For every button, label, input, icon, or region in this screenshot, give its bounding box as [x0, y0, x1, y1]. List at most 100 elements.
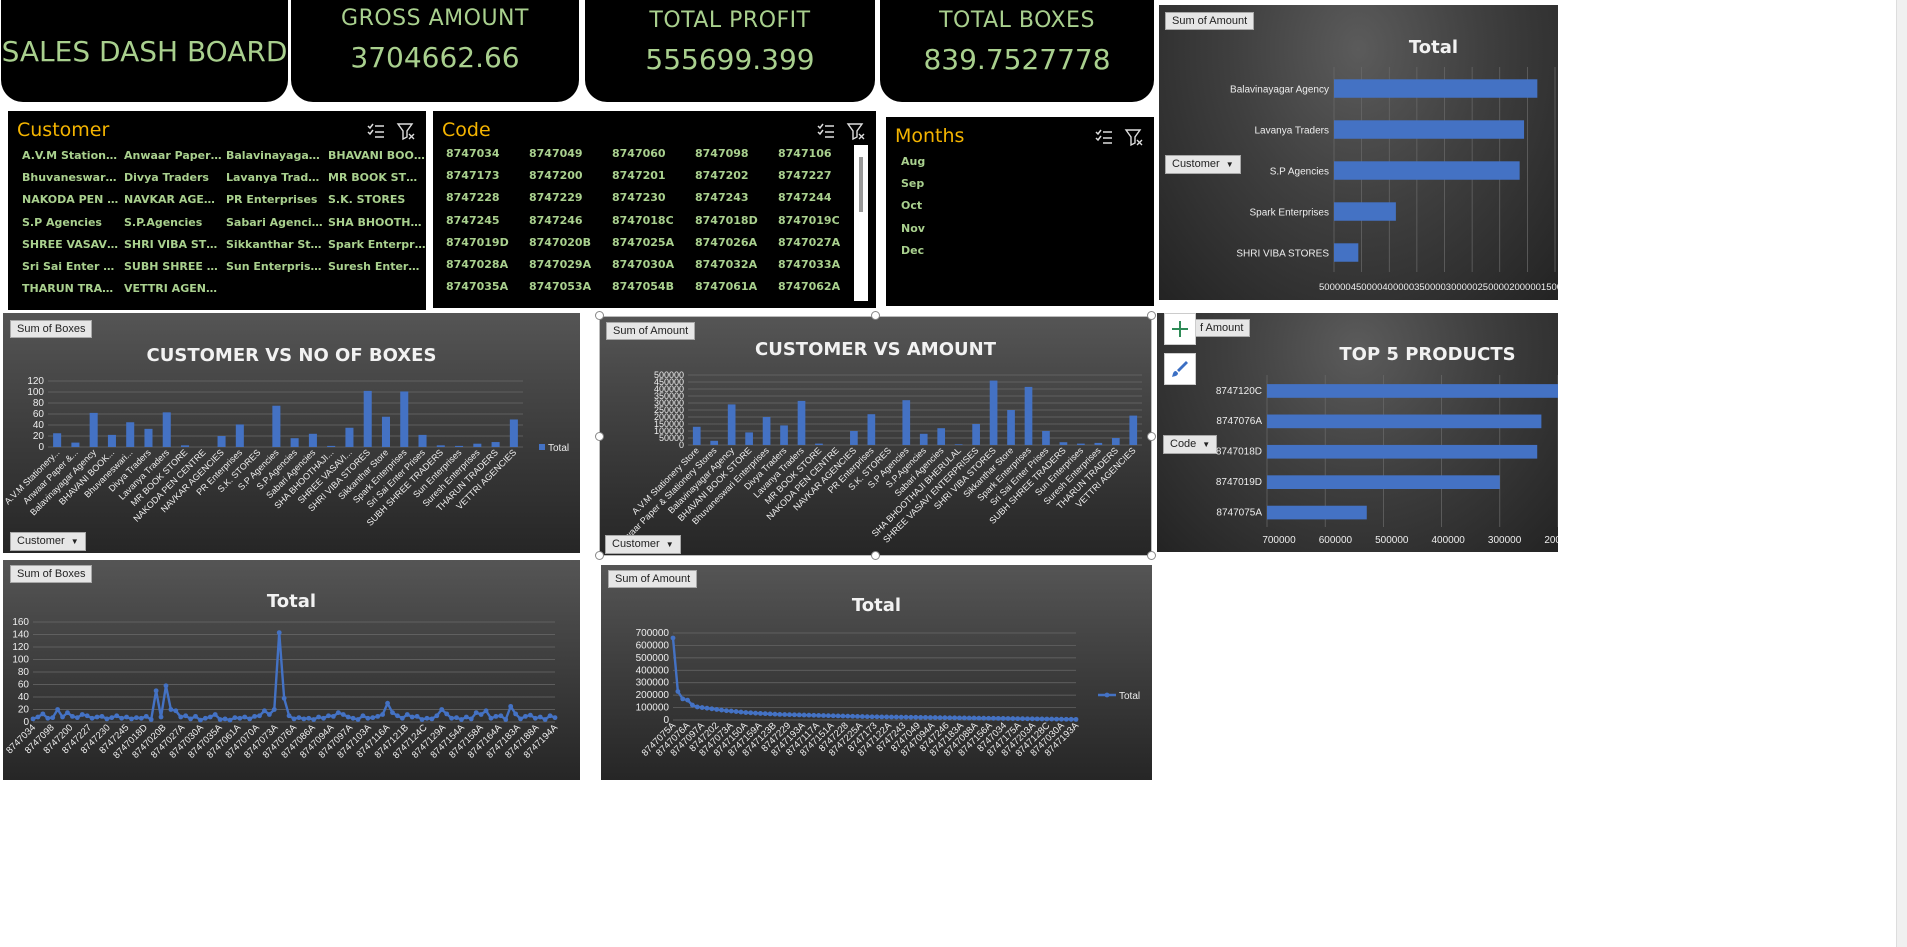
slicer-item[interactable]: Nov — [901, 221, 925, 235]
slicer-item[interactable]: 8747030A — [612, 258, 675, 271]
slicer-item[interactable]: NAKODA PEN CE... — [22, 193, 120, 207]
slicer-item[interactable]: 8747173 — [446, 169, 500, 183]
slicer-item[interactable]: Oct — [901, 199, 923, 213]
chart-boxes-by-code[interactable]: Sum of Boxes Total 0 20 40 60 80 100 120 140 160… — [3, 560, 580, 780]
slicer-item[interactable]: Dec — [901, 243, 925, 257]
slicer-item[interactable]: A.V.M Stationer... — [22, 149, 120, 162]
slicer-item[interactable]: 8747062A — [778, 280, 841, 294]
slicer-item[interactable]: S.K. STORES — [328, 193, 406, 207]
slicer-item[interactable]: 8747018C — [612, 213, 674, 227]
resize-handle[interactable] — [1147, 551, 1156, 560]
slicer-item[interactable]: 8747020B — [529, 235, 591, 249]
slicer-item[interactable]: Bhuvaneswari En... — [22, 171, 120, 185]
slicer-item[interactable]: 8747228 — [446, 191, 500, 205]
slicer-item[interactable]: 8747230 — [612, 191, 666, 205]
resize-handle[interactable] — [595, 432, 604, 441]
slicer-item[interactable]: 8747061A — [695, 280, 758, 294]
slicer-item[interactable]: SHREE VASAVI E... — [22, 237, 120, 251]
multi-select-icon[interactable] — [366, 121, 386, 146]
slicer-item[interactable]: Sri Sai Enter Pris... — [22, 260, 120, 273]
chart-top-customers[interactable]: Sum of Amount Total Customer ▼ Balavinaya… — [1159, 5, 1558, 300]
resize-handle[interactable] — [871, 551, 880, 560]
slicer-item[interactable]: 8747054B — [612, 280, 674, 294]
chart-top-products[interactable]: f Amount TOP 5 PRODUCTS Code ▼ 8747120C 87… — [1157, 313, 1558, 552]
slicer-item[interactable]: 8747244 — [778, 191, 832, 205]
sum-of-amount-button[interactable]: Sum of Amount — [1165, 12, 1255, 30]
slicer-item[interactable]: 8747019C — [778, 213, 840, 227]
customer-filter-button[interactable]: Customer ▼ — [605, 535, 681, 554]
customer-filter-button[interactable]: Customer ▼ — [10, 532, 86, 551]
slicer-item[interactable]: 8747229 — [529, 191, 583, 205]
slicer-item[interactable]: SUBH SHREE TRA... — [124, 260, 222, 273]
resize-handle[interactable] — [595, 551, 604, 560]
slicer-item[interactable]: 8747053A — [529, 280, 592, 294]
slicer-item[interactable]: Suresh Enterprises — [328, 260, 426, 273]
slicer-item[interactable]: 8747227 — [778, 169, 832, 183]
slicer-item[interactable]: 8747027A — [778, 235, 841, 249]
slicer-item[interactable]: Lavanya Traders — [226, 171, 324, 185]
clear-filter-icon[interactable] — [846, 121, 866, 146]
slicer-item[interactable]: Sikkanthar Store — [226, 237, 324, 251]
sum-of-amount-button[interactable]: Sum of Amount — [606, 322, 696, 340]
slicer-item[interactable]: 8747106 — [778, 147, 832, 160]
code-filter-button[interactable]: Code ▼ — [1163, 435, 1218, 454]
slicer-item[interactable]: 8747026A — [695, 235, 758, 249]
slicer-item[interactable]: 8747246 — [529, 213, 583, 227]
slicer-item[interactable]: 8747060 — [612, 147, 666, 160]
slicer-item[interactable]: 8747049 — [529, 147, 583, 160]
slicer-item[interactable]: Sun Enterprises — [226, 260, 324, 273]
slicer-item[interactable]: 8747029A — [529, 258, 592, 271]
slicer-scrollbar[interactable] — [854, 145, 868, 301]
slicer-item[interactable]: Anwaar Paper & ... — [124, 149, 222, 162]
slicer-item[interactable]: Sep — [901, 177, 925, 191]
slicer-item[interactable]: THARUN TRADERS — [22, 282, 120, 296]
slicer-item[interactable]: SHRI VIBA STORES — [124, 237, 222, 251]
slicer-item[interactable]: 8747028A — [446, 258, 509, 271]
multi-select-icon[interactable] — [1094, 127, 1114, 152]
slicer-item[interactable]: Aug — [901, 155, 926, 168]
slicer-item[interactable]: 8747200 — [529, 169, 583, 183]
clear-filter-icon[interactable] — [396, 121, 416, 146]
chart-styles-button[interactable] — [1164, 353, 1196, 385]
slicer-item[interactable]: PR Enterprises — [226, 193, 318, 207]
clear-filter-icon[interactable] — [1124, 127, 1144, 152]
slicer-item[interactable]: S.P.Agencies — [124, 215, 203, 229]
slicer-item[interactable]: 8747201 — [612, 169, 666, 183]
slicer-item[interactable]: 8747202 — [695, 169, 749, 183]
slicer-item[interactable]: 8747035A — [446, 280, 509, 294]
resize-handle[interactable] — [595, 311, 604, 320]
sum-of-amount-button[interactable]: Sum of Amount — [608, 570, 698, 588]
customer-filter-button[interactable]: Customer ▼ — [1165, 155, 1241, 174]
slicer-item[interactable]: MR BOOK STORE — [328, 171, 426, 185]
slicer-item[interactable]: 8747025A — [612, 235, 675, 249]
chart-customer-vs-amount[interactable]: Sum of Amount CUSTOMER VS AMOUNT 0 50000 1… — [599, 316, 1152, 556]
resize-handle[interactable] — [871, 311, 880, 320]
slicer-scroll-thumb[interactable] — [859, 157, 863, 212]
slicer-item[interactable]: 8747243 — [695, 191, 749, 205]
slicer-item[interactable]: 8747033A — [778, 258, 841, 271]
slicer-item[interactable]: Divya Traders — [124, 171, 209, 185]
slicer-item[interactable]: 8747032A — [695, 258, 758, 271]
sum-of-boxes-button[interactable]: Sum of Boxes — [10, 565, 93, 583]
resize-handle[interactable] — [1147, 311, 1156, 320]
slicer-item[interactable]: 8747034 — [446, 147, 500, 160]
slicer-item[interactable]: SHA BHOOTHAJI ... — [328, 215, 426, 229]
slicer-item[interactable]: Spark Enterprises — [328, 237, 426, 251]
slicer-item[interactable]: 8747098 — [695, 147, 749, 160]
chart-elements-button[interactable] — [1164, 313, 1196, 345]
slicer-item[interactable]: VETTRI AGENCIES — [124, 282, 222, 296]
slicer-item[interactable]: NAVKAR AGENCI... — [124, 193, 222, 207]
slicer-item[interactable]: 8747019D — [446, 235, 509, 249]
sum-of-boxes-button[interactable]: Sum of Boxes — [10, 320, 93, 338]
multi-select-icon[interactable] — [816, 121, 836, 146]
chart-amount-by-code[interactable]: Sum of Amount Total 0 100000 200000 300000 4… — [601, 565, 1152, 780]
slicer-item[interactable]: S.P Agencies — [22, 215, 102, 229]
resize-handle[interactable] — [1147, 432, 1156, 441]
slicer-item[interactable]: Sabari Agencies — [226, 215, 324, 229]
slicer-item[interactable]: 8747018D — [695, 213, 758, 227]
slicer-item[interactable]: BHAVANI BOOK ... — [328, 149, 426, 162]
slicer-item[interactable]: 8747245 — [446, 213, 500, 227]
chart-customer-vs-boxes[interactable]: Sum of Boxes CUSTOMER VS NO OF BOXES 0 20… — [3, 313, 580, 553]
slicer-item[interactable]: Balavinayagar Ag... — [226, 149, 324, 162]
vertical-scrollbar[interactable] — [1896, 0, 1907, 947]
